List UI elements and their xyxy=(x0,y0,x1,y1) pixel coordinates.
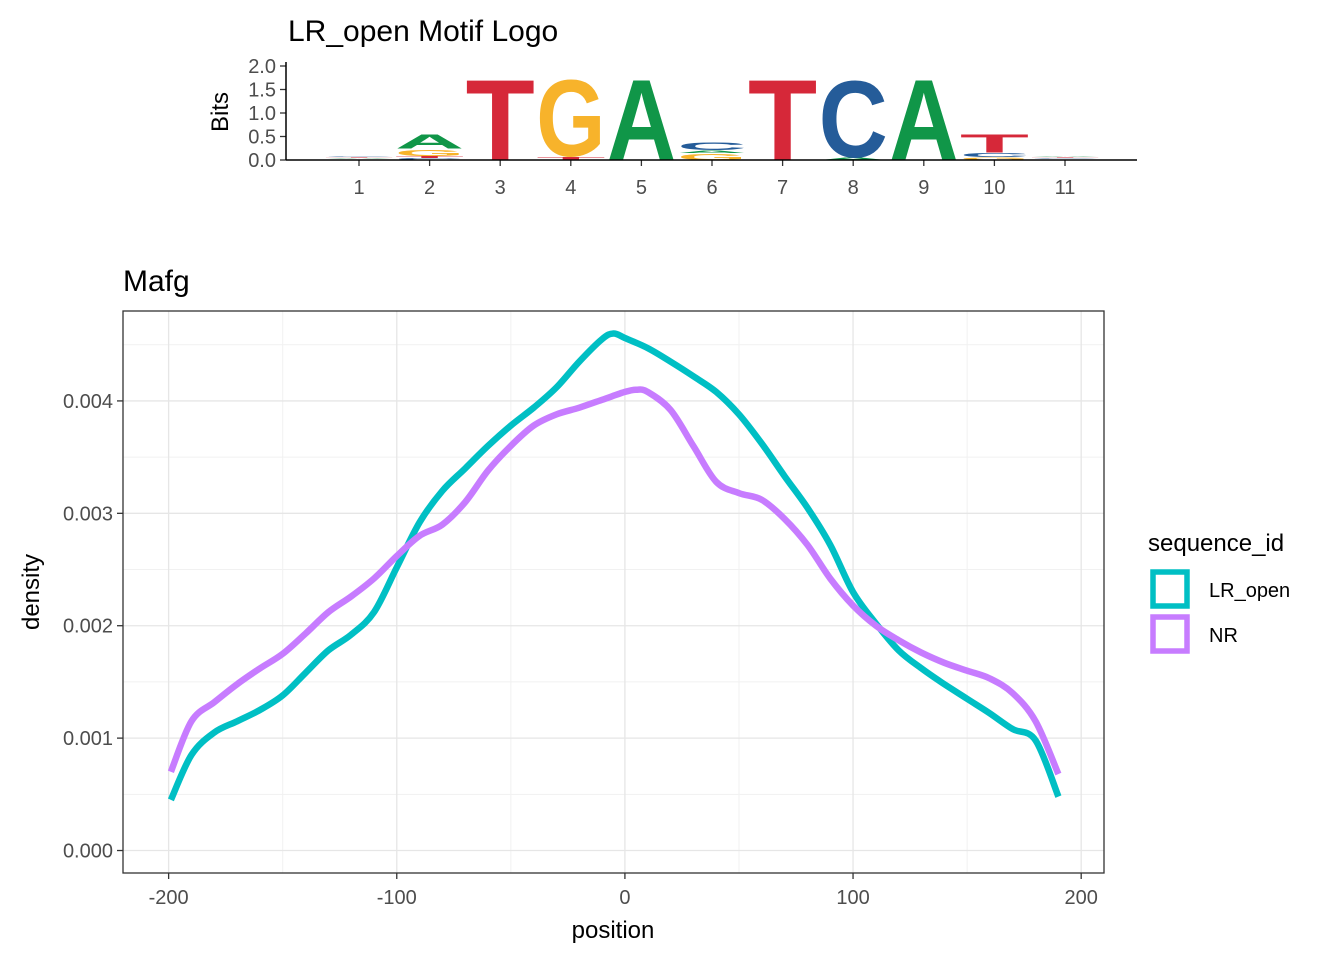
minor-gridlines xyxy=(123,311,1104,873)
logo-letter-G-pos-4: G xyxy=(536,59,605,181)
logo-x-tick-label: 2 xyxy=(424,177,435,199)
legend-key-nr xyxy=(1150,614,1190,654)
logo-letter-A-pos-2: A xyxy=(395,130,464,153)
logo-letter-T-pos-10: T xyxy=(960,129,1029,158)
logo-letter-A-pos-9: A xyxy=(889,57,958,185)
logo-letter-C-pos-8: C xyxy=(819,58,888,180)
logo-letter-T-pos-1: T xyxy=(324,157,393,158)
logo-letter-G-pos-6: G xyxy=(677,152,746,162)
logo-letter-C-pos-2: C xyxy=(395,158,464,161)
logo-y-tick-label: 2.0 xyxy=(248,56,276,78)
density-plot-panel: Mafg -200 -100 0 100 200 0.0000.0010.0020.00… xyxy=(18,265,1105,944)
logo-x-tick-label: 9 xyxy=(918,177,929,199)
logo-letter-A-pos-8: A xyxy=(819,157,888,161)
logo-letter-T-pos-7: T xyxy=(748,57,817,185)
logo-letter-T-pos-3: T xyxy=(466,57,535,185)
plot-border xyxy=(122,310,1105,874)
logo-x-tick-label: 4 xyxy=(565,177,576,199)
density-y-tick-label: 0.003 xyxy=(63,503,113,525)
density-x-tick-label: -200 xyxy=(149,887,189,909)
logo-y-tick-label: 1.0 xyxy=(248,103,276,125)
logo-letter-A-pos-1: A xyxy=(324,158,393,159)
density-y-tick-label: 0.001 xyxy=(63,728,113,750)
logo-x-tick-label: 11 xyxy=(1055,177,1076,199)
density-title: Mafg xyxy=(123,265,190,298)
major-gridlines xyxy=(123,311,1104,873)
density-y-tick-label: 0.004 xyxy=(63,391,113,413)
density-x-tick-label: 0 xyxy=(619,887,630,909)
series-line-nr xyxy=(167,386,1062,776)
series-lines xyxy=(167,330,1062,802)
density-x-tick-label: 200 xyxy=(1064,887,1097,909)
density-y-tick-label: 0.002 xyxy=(63,616,113,638)
logo-x-tick-label: 3 xyxy=(495,177,506,199)
logo-x-ticks: 1 2 3 4 5 6 7 8 9 10 11 xyxy=(353,160,1075,199)
logo-y-tick-label: 0.5 xyxy=(248,127,276,149)
logo-title: LR_open Motif Logo xyxy=(288,15,558,48)
density-y-axis-title: density xyxy=(18,554,45,630)
logo-x-tick-label: 1 xyxy=(353,177,364,199)
logo-x-tick-label: 7 xyxy=(777,177,788,199)
logo-letter-A-pos-5: A xyxy=(607,57,676,185)
legend-label-nr: NR xyxy=(1209,625,1238,647)
logo-y-ticks: 0.00.51.01.52.0 xyxy=(248,56,286,172)
logo-letter-G-pos-2: G xyxy=(395,148,464,158)
motif-logo-panel: LR_open Motif Logo Bits 0.00.51.01.52.0 … xyxy=(207,15,1137,199)
plot-background xyxy=(123,311,1104,873)
logo-letter-C-pos-10: C xyxy=(960,152,1029,158)
density-y-tick-label: 0.000 xyxy=(63,841,113,863)
logo-letter-A-pos-11: A xyxy=(1030,156,1099,157)
series-line-lr-open xyxy=(167,330,1062,802)
logo-x-tick-label: 10 xyxy=(983,177,1005,199)
legend-key-lr-open xyxy=(1150,569,1190,609)
legend-label-lr-open: LR_open xyxy=(1209,580,1290,602)
density-x-tick-label: 100 xyxy=(836,887,869,909)
density-x-ticks: -200 -100 0 100 200 xyxy=(149,873,1098,909)
logo-letter-T-pos-11: T xyxy=(1030,157,1099,158)
legend-title: sequence_id xyxy=(1148,530,1284,557)
logo-letter-G-pos-10: G xyxy=(960,157,1029,161)
logo-letter-C-pos-11: C xyxy=(1030,158,1099,159)
logo-letter-T-pos-4: T xyxy=(536,156,605,161)
logo-letter-T-pos-2: T xyxy=(395,156,464,159)
density-x-axis-title: position xyxy=(572,917,655,944)
logo-y-tick-label: 1.5 xyxy=(248,80,276,102)
density-y-ticks: 0.000 0.001 0.002 0.003 0.004 xyxy=(63,391,123,863)
logo-x-tick-label: 6 xyxy=(706,177,717,199)
logo-letter-A-pos-6: A xyxy=(677,150,746,154)
legend-items: LR_open NR xyxy=(1150,569,1290,654)
logo-x-tick-label: 5 xyxy=(636,177,647,199)
logo-y-tick-label: 0.0 xyxy=(248,150,276,172)
density-x-tick-label: -100 xyxy=(377,887,417,909)
logo-letter-C-pos-1: C xyxy=(324,156,393,157)
legend: sequence_id LR_open NR xyxy=(1148,530,1290,654)
logo-y-axis-title: Bits xyxy=(207,92,234,132)
logo-letter-C-pos-6: C xyxy=(677,140,746,153)
logo-x-tick-label: 8 xyxy=(848,177,859,199)
